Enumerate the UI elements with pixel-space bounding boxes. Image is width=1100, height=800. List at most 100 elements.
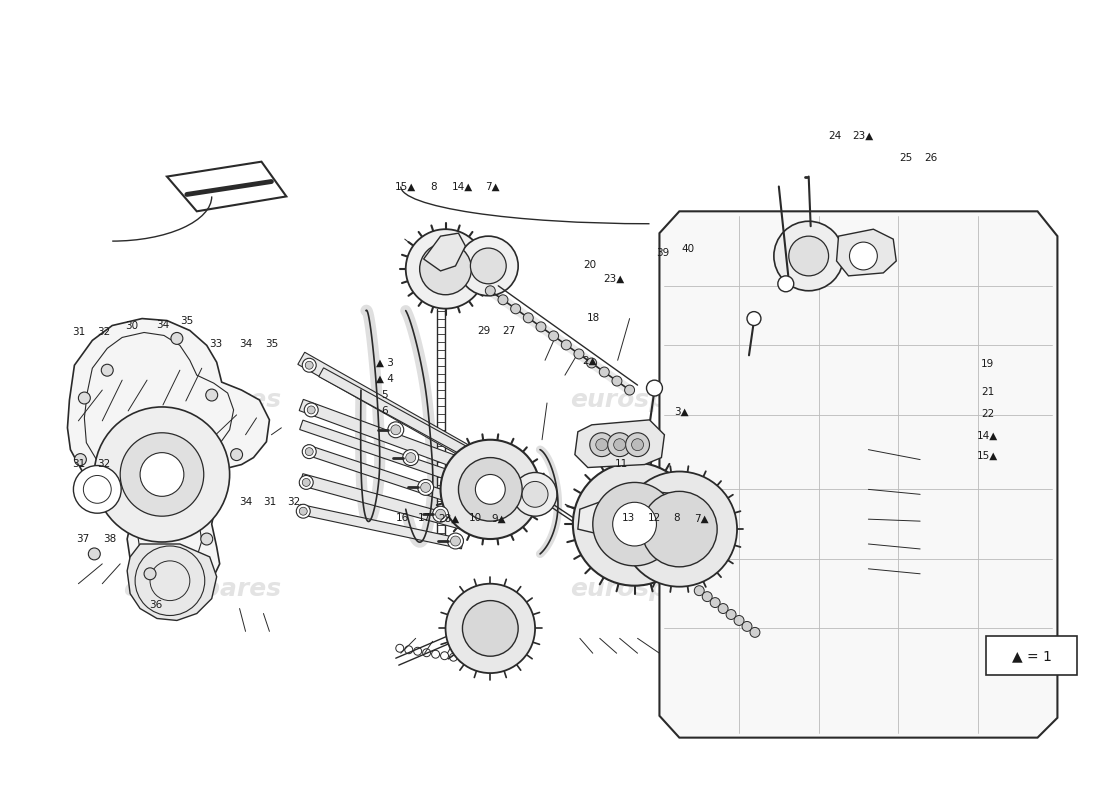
Text: 20: 20 xyxy=(583,260,596,270)
Circle shape xyxy=(101,364,113,376)
Circle shape xyxy=(789,236,828,276)
Circle shape xyxy=(432,506,449,522)
Text: 30: 30 xyxy=(125,321,139,331)
Text: 8: 8 xyxy=(431,182,438,192)
Circle shape xyxy=(778,276,794,292)
Circle shape xyxy=(231,449,243,461)
Polygon shape xyxy=(128,544,217,621)
Circle shape xyxy=(441,440,540,539)
Circle shape xyxy=(448,533,463,549)
Circle shape xyxy=(498,295,508,305)
Circle shape xyxy=(388,422,404,438)
Text: 23▲: 23▲ xyxy=(852,131,873,142)
Circle shape xyxy=(641,491,717,567)
Text: 38: 38 xyxy=(103,534,117,544)
Circle shape xyxy=(573,462,696,586)
Polygon shape xyxy=(298,352,484,466)
Text: 32: 32 xyxy=(97,327,110,338)
Circle shape xyxy=(446,584,535,673)
Text: 37: 37 xyxy=(76,534,89,544)
Text: 16: 16 xyxy=(396,514,409,523)
Text: 17: 17 xyxy=(418,514,431,523)
Polygon shape xyxy=(167,162,286,211)
Circle shape xyxy=(302,445,316,458)
Circle shape xyxy=(420,243,472,294)
Polygon shape xyxy=(575,420,664,467)
Text: 14▲: 14▲ xyxy=(977,430,999,441)
Circle shape xyxy=(694,586,704,596)
Circle shape xyxy=(120,433,204,516)
Text: 22: 22 xyxy=(981,409,994,418)
Circle shape xyxy=(436,510,446,519)
Circle shape xyxy=(600,367,609,377)
Circle shape xyxy=(522,482,548,507)
Circle shape xyxy=(612,376,621,386)
Text: 14▲: 14▲ xyxy=(452,182,473,192)
Circle shape xyxy=(626,433,649,457)
Circle shape xyxy=(406,229,485,309)
FancyBboxPatch shape xyxy=(986,636,1077,675)
Circle shape xyxy=(390,425,400,434)
Text: 32: 32 xyxy=(97,458,110,469)
Circle shape xyxy=(747,312,761,326)
Circle shape xyxy=(590,433,614,457)
Text: 11: 11 xyxy=(615,458,628,469)
Circle shape xyxy=(302,358,316,372)
Text: 25: 25 xyxy=(899,153,912,162)
Circle shape xyxy=(647,380,662,396)
Circle shape xyxy=(631,438,644,450)
Text: 7▲: 7▲ xyxy=(694,514,708,523)
Text: eurospares: eurospares xyxy=(571,577,728,601)
Text: 9▲: 9▲ xyxy=(492,514,506,523)
Circle shape xyxy=(296,504,310,518)
Polygon shape xyxy=(319,368,483,464)
Text: 31: 31 xyxy=(263,497,276,506)
Circle shape xyxy=(459,236,518,296)
Circle shape xyxy=(536,322,546,332)
Circle shape xyxy=(750,627,760,638)
Polygon shape xyxy=(305,445,487,514)
Circle shape xyxy=(614,438,626,450)
Polygon shape xyxy=(424,233,465,271)
Text: 6: 6 xyxy=(382,406,388,416)
Circle shape xyxy=(742,622,752,631)
Circle shape xyxy=(201,533,212,545)
Text: 35: 35 xyxy=(265,339,278,350)
Text: 24: 24 xyxy=(828,131,842,142)
Text: 27: 27 xyxy=(502,326,515,336)
Circle shape xyxy=(451,536,461,546)
Polygon shape xyxy=(659,211,1057,738)
Circle shape xyxy=(299,475,314,490)
Circle shape xyxy=(75,454,87,466)
Text: 18: 18 xyxy=(587,313,601,323)
Circle shape xyxy=(524,313,534,323)
Text: 8: 8 xyxy=(673,514,680,523)
Text: ▲ 4: ▲ 4 xyxy=(376,374,394,383)
Text: 13: 13 xyxy=(623,514,636,523)
Text: 19: 19 xyxy=(981,359,994,370)
Polygon shape xyxy=(836,229,896,276)
Polygon shape xyxy=(67,318,270,594)
Circle shape xyxy=(78,392,90,404)
Circle shape xyxy=(140,453,184,496)
Text: 31: 31 xyxy=(72,327,85,338)
Circle shape xyxy=(849,242,878,270)
Circle shape xyxy=(574,349,584,359)
Text: ▲ 3: ▲ 3 xyxy=(376,358,394,368)
Circle shape xyxy=(711,598,720,607)
Text: 21: 21 xyxy=(981,387,994,397)
Circle shape xyxy=(206,389,218,401)
Circle shape xyxy=(485,286,495,296)
Text: 28▲: 28▲ xyxy=(439,514,460,523)
Circle shape xyxy=(510,304,520,314)
Circle shape xyxy=(734,615,744,626)
Text: eurospares: eurospares xyxy=(123,577,280,601)
Circle shape xyxy=(406,453,416,462)
Text: 5: 5 xyxy=(382,390,388,400)
Circle shape xyxy=(774,222,844,290)
Text: 32: 32 xyxy=(287,497,300,506)
Circle shape xyxy=(586,358,596,368)
Text: 34: 34 xyxy=(239,339,252,350)
Text: 36: 36 xyxy=(150,600,163,610)
Circle shape xyxy=(514,473,557,516)
